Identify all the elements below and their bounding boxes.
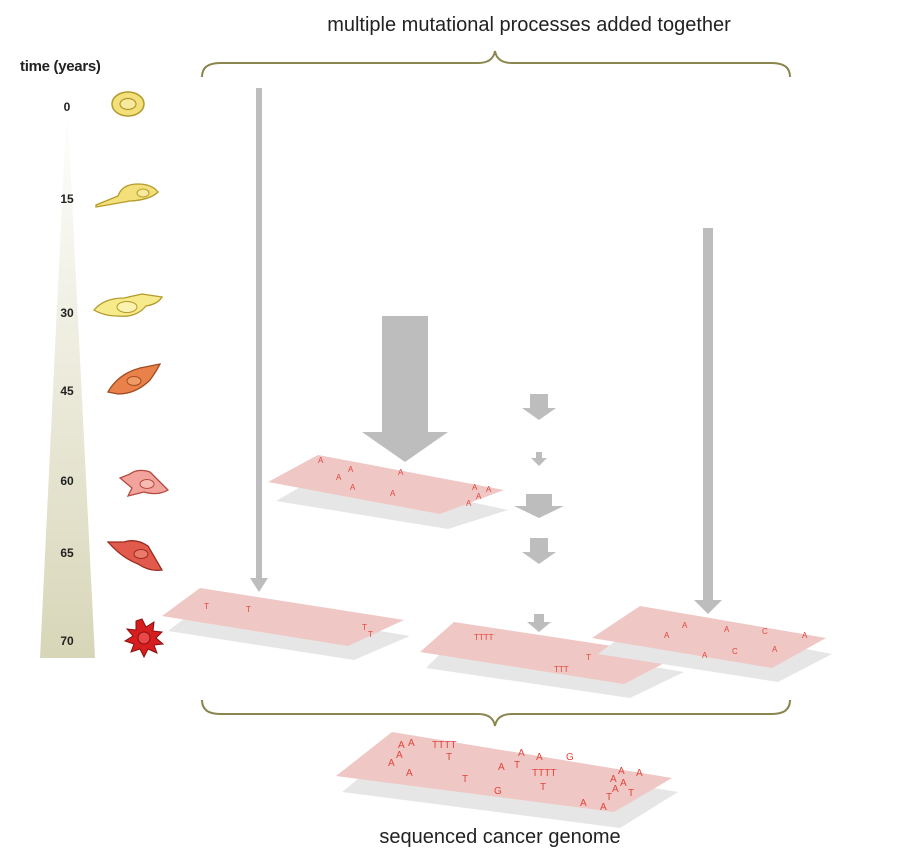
genome-strip-d: A A A C A A C A — [592, 606, 832, 682]
mutation-label: A — [350, 483, 356, 492]
time-axis-label: time (years) — [20, 58, 101, 75]
mutation-label: A — [348, 465, 354, 474]
mutation-label: TTTT — [474, 633, 494, 642]
mutation-label: A — [336, 473, 342, 482]
mutation-label: A — [388, 758, 395, 769]
mutation-label: A — [724, 625, 730, 634]
mutation-label: T — [514, 760, 520, 771]
mutation-label: A — [518, 748, 525, 759]
mutation-label: T — [446, 752, 452, 763]
genome-strip-c: TTTT T TTT — [420, 622, 684, 698]
mutation-label: A — [536, 752, 543, 763]
time-tick: 60 — [60, 474, 74, 488]
elongated-cell-icon — [95, 183, 159, 208]
long-arrow-right — [694, 228, 722, 614]
mutation-label: A — [620, 778, 627, 789]
mutation-label: TTTT — [532, 768, 556, 779]
mutation-label: A — [618, 766, 625, 777]
mutation-label: A — [802, 631, 808, 640]
mutation-label: A — [396, 750, 403, 761]
bottom-title: sequenced cancer genome — [379, 826, 621, 848]
bottom-brace — [201, 699, 791, 727]
elongated-cell-icon — [93, 293, 164, 317]
mutation-label: T — [628, 788, 634, 799]
time-tick: 30 — [60, 306, 74, 320]
normal-cell-icon — [111, 91, 145, 117]
mutation-label: A — [398, 468, 404, 477]
mutation-label: A — [406, 768, 413, 779]
cancer-cell-icon — [123, 618, 165, 659]
small-arrow — [527, 614, 551, 632]
mutation-label: T — [586, 653, 591, 662]
top-brace — [201, 50, 791, 78]
small-arrow — [514, 494, 564, 518]
mutation-label: A — [682, 621, 688, 630]
mutation-label: A — [486, 485, 492, 494]
mutation-label: C — [762, 627, 768, 636]
timeline-wedge — [40, 100, 95, 658]
cancer-genome-strip: A A TTTT A A G A A T A T TTTT A T A A T … — [336, 732, 678, 828]
small-arrow — [531, 452, 547, 466]
time-tick: 70 — [60, 634, 74, 648]
long-thin-arrow-left — [250, 88, 268, 592]
mutation-label: A — [498, 762, 505, 773]
mutation-label: A — [476, 492, 482, 501]
mutation-label: T — [462, 774, 468, 785]
genome-strip-a: A A A A A A A A A A — [268, 455, 508, 529]
mutation-label: G — [566, 752, 574, 763]
mutation-label: A — [408, 738, 415, 749]
top-title: multiple mutational processes added toge… — [327, 14, 731, 36]
mutation-label: T — [368, 630, 373, 639]
orange-cell-icon — [106, 363, 162, 395]
mutation-label: A — [466, 499, 472, 508]
time-tick: 0 — [63, 100, 71, 114]
mutation-label: TTTT — [432, 740, 456, 751]
mutation-label: A — [398, 740, 405, 751]
time-tick: 45 — [60, 384, 74, 398]
mutation-label: A — [318, 456, 324, 465]
genome-strip-b: T T T T — [162, 588, 410, 660]
mutation-label: A — [580, 798, 587, 809]
red-cell-icon — [106, 540, 164, 572]
mutation-label: A — [772, 645, 778, 654]
small-arrow — [522, 394, 556, 420]
mutation-label: T — [540, 782, 546, 793]
mutation-label: A — [472, 483, 478, 492]
mutation-label: G — [494, 786, 502, 797]
mutation-label: A — [664, 631, 670, 640]
time-tick: 65 — [60, 546, 74, 560]
mutation-label: A — [600, 802, 607, 813]
mutation-label: T — [606, 792, 612, 803]
big-arrow — [362, 316, 448, 462]
mutation-label: TTT — [554, 665, 569, 674]
mutation-label: A — [702, 651, 708, 660]
time-tick: 15 — [60, 192, 74, 206]
mutation-label: T — [362, 623, 367, 632]
mutation-label: T — [246, 605, 251, 614]
small-arrow — [522, 538, 556, 564]
pink-cell-icon — [118, 469, 170, 497]
mutation-label: A — [610, 774, 617, 785]
mutation-label: C — [732, 647, 738, 656]
mutation-label: A — [612, 784, 619, 795]
mutation-label: A — [636, 768, 643, 779]
mutation-label: A — [390, 489, 396, 498]
mutation-label: T — [204, 602, 209, 611]
